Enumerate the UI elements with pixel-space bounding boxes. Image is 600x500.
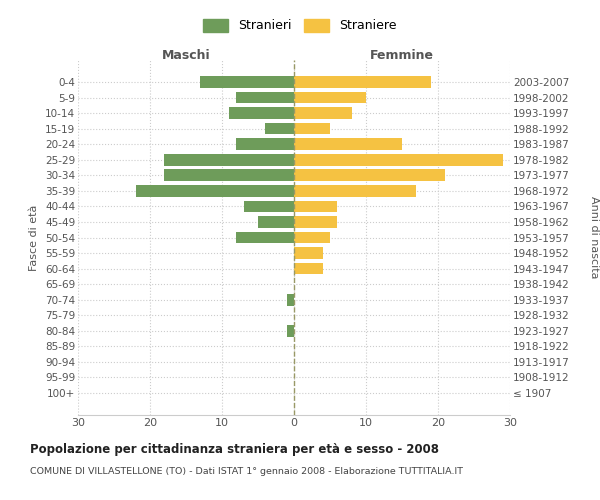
Bar (294, 107, 352, 119)
Bar (164, 170, 294, 181)
Bar (265, 123, 294, 134)
Text: Maschi: Maschi (161, 48, 211, 62)
Bar (294, 200, 337, 212)
Bar (236, 138, 294, 150)
Bar (294, 92, 366, 104)
Bar (136, 185, 294, 196)
Bar (294, 170, 445, 181)
Text: Femmine: Femmine (370, 48, 434, 62)
Bar (244, 200, 294, 212)
Legend: Stranieri, Straniere: Stranieri, Straniere (198, 14, 402, 38)
Text: COMUNE DI VILLASTELLONE (TO) - Dati ISTAT 1° gennaio 2008 - Elaborazione TUTTITA: COMUNE DI VILLASTELLONE (TO) - Dati ISTA… (30, 468, 463, 476)
Bar (294, 185, 416, 196)
Y-axis label: Fasce di età: Fasce di età (29, 204, 40, 270)
Bar (200, 76, 294, 88)
Bar (294, 123, 330, 134)
Bar (236, 232, 294, 243)
Text: Popolazione per cittadinanza straniera per età e sesso - 2008: Popolazione per cittadinanza straniera p… (30, 442, 439, 456)
Bar (287, 325, 294, 336)
Bar (164, 154, 294, 166)
Bar (294, 263, 323, 274)
Bar (294, 216, 337, 228)
Bar (294, 154, 503, 166)
Bar (236, 92, 294, 104)
Bar (294, 232, 330, 243)
Y-axis label: Anni di nascita: Anni di nascita (589, 196, 599, 279)
Bar (229, 107, 294, 119)
Bar (294, 76, 431, 88)
Bar (294, 247, 323, 259)
Bar (258, 216, 294, 228)
Bar (294, 138, 402, 150)
Bar (287, 294, 294, 306)
